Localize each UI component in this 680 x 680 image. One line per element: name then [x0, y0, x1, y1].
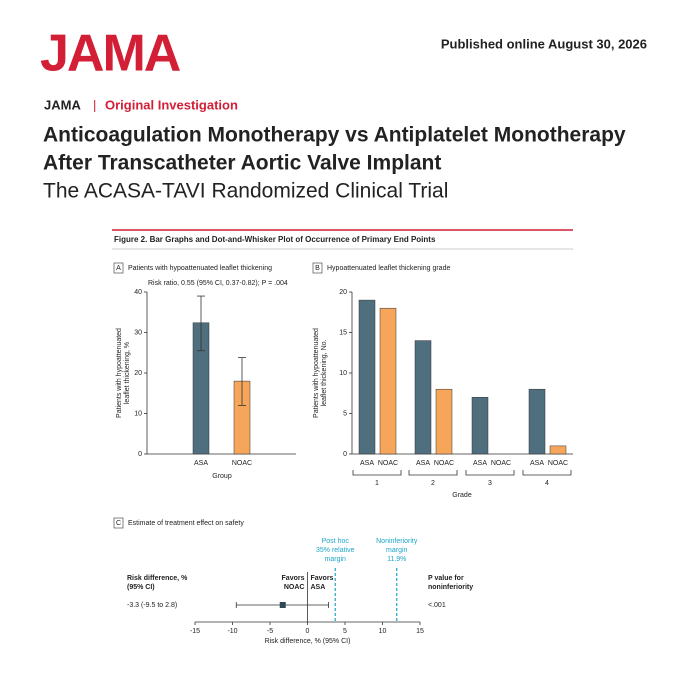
- y-tick-label: 15: [339, 329, 347, 336]
- y-axis-label: Patients with hypoattenuated: [313, 328, 320, 418]
- journal: JAMA: [44, 97, 81, 112]
- x-tick-label: NOAC: [232, 460, 252, 467]
- favors-label: NOAC: [284, 584, 305, 591]
- group-bracket: [465, 470, 515, 476]
- subtitle: The ACASA-TAVI Randomized Clinical Trial: [43, 180, 448, 203]
- x-axis-label: Risk difference, % (95% CI): [265, 638, 351, 645]
- bar: [528, 388, 546, 455]
- series-label: ASA: [530, 460, 544, 467]
- margin-label: Noninferiority: [376, 538, 418, 545]
- figure-title: Figure 2. Bar Graphs and Dot-and-Whisker…: [114, 235, 436, 244]
- x-tick-label: 1: [375, 480, 379, 487]
- x-tick-label: 10: [379, 628, 387, 635]
- bar: [358, 299, 376, 455]
- bar: [414, 340, 432, 455]
- group-bracket: [522, 470, 572, 476]
- series-label: NOAC: [378, 460, 398, 467]
- margin-label: Post hoc: [322, 538, 350, 545]
- y-axis-label: leaflet thickening, %: [124, 342, 131, 404]
- y-tick-label: 20: [134, 370, 142, 377]
- y-tick-label: 0: [343, 451, 347, 458]
- y-axis-label: Patients with hypoattenuated: [116, 328, 123, 418]
- x-tick-label: 2: [431, 480, 435, 487]
- x-tick-label: -5: [267, 628, 273, 635]
- favors-label: ASA: [311, 584, 326, 591]
- margin-label: 35% relative: [316, 547, 355, 554]
- panel-letter: C: [116, 520, 121, 527]
- group-bracket: [352, 470, 402, 476]
- group-bracket: [408, 470, 458, 476]
- x-tick-label: -10: [227, 628, 237, 635]
- panel-letter: A: [116, 265, 121, 272]
- section: Original Investigation: [105, 97, 238, 112]
- favors-label: Favors: [311, 575, 334, 582]
- series-label: ASA: [416, 460, 430, 467]
- y-tick-label: 10: [134, 410, 142, 417]
- panel-badge: [312, 262, 323, 274]
- column-header: Risk difference, %: [127, 575, 188, 582]
- value-label: -3.3 (-9.5 to 2.8): [127, 602, 177, 609]
- column-header: P value for: [428, 575, 464, 582]
- panel-title: Hypoattenuated leaflet thickening grade: [327, 265, 450, 272]
- bar: [549, 445, 567, 455]
- panel-badge: [113, 517, 124, 529]
- annotation: Risk ratio, 0.55 (95% CI, 0.37-0.82); P …: [148, 280, 288, 287]
- x-tick-label: ASA: [194, 460, 208, 467]
- margin-label: margin: [325, 556, 347, 563]
- y-tick-label: 40: [134, 289, 142, 296]
- estimate-point: [279, 602, 286, 608]
- margin-label: margin: [386, 547, 408, 554]
- x-tick-label: -15: [190, 628, 200, 635]
- series-label: ASA: [473, 460, 487, 467]
- x-tick-label: 4: [545, 480, 549, 487]
- x-axis-label: Grade: [452, 492, 472, 499]
- series-label: ASA: [360, 460, 374, 467]
- y-tick-label: 20: [339, 289, 347, 296]
- title-line: After Transcatheter Aortic Valve Implant: [43, 152, 441, 175]
- x-tick-label: 3: [488, 480, 492, 487]
- y-tick-label: 10: [339, 370, 347, 377]
- series-label: NOAC: [491, 460, 511, 467]
- panel-letter: B: [315, 265, 320, 272]
- y-tick-label: 0: [138, 451, 142, 458]
- margin-label: 11.9%: [387, 556, 406, 563]
- series-label: NOAC: [548, 460, 568, 467]
- p-value: <.001: [428, 602, 446, 609]
- bar: [435, 388, 453, 455]
- panel-title: Patients with hypoattenuated leaflet thi…: [128, 265, 272, 272]
- y-tick-label: 30: [134, 329, 142, 336]
- x-tick-label: 0: [306, 628, 310, 635]
- favors-label: Favors: [282, 575, 305, 582]
- x-tick-label: 5: [343, 628, 347, 635]
- x-tick-label: 15: [416, 628, 424, 635]
- series-label: NOAC: [434, 460, 454, 467]
- published-date: Published online August 30, 2026: [441, 36, 647, 51]
- x-axis-label: Group: [212, 473, 232, 480]
- bar: [471, 397, 489, 455]
- divider: |: [93, 97, 96, 112]
- logo: JAMA: [40, 25, 181, 83]
- title-line: Anticoagulation Monotherapy vs Antiplate…: [43, 124, 626, 147]
- panel-title: Estimate of treatment effect on safety: [128, 520, 244, 527]
- column-header: (95% CI): [127, 584, 155, 591]
- panel-badge: [113, 262, 124, 274]
- y-tick-label: 5: [343, 410, 347, 417]
- bar: [379, 307, 397, 455]
- y-axis-label: leaflet thickening, No.: [321, 339, 328, 406]
- column-header: noninferiority: [428, 584, 473, 591]
